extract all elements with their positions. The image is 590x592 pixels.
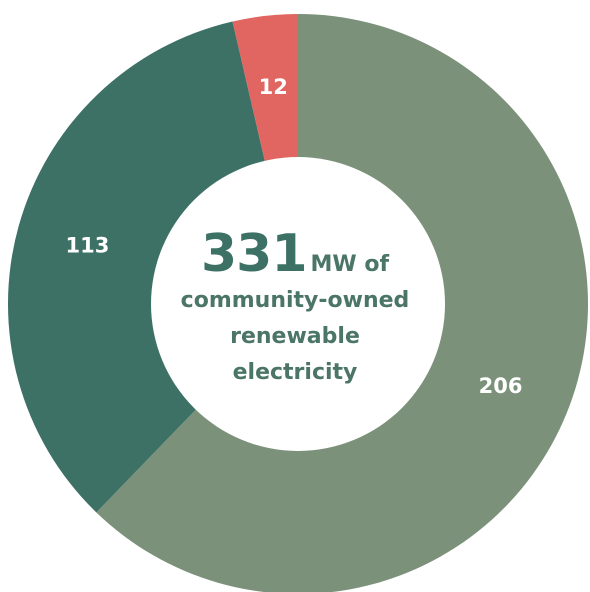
slice-label-2: 113: [65, 234, 109, 258]
slice-label-3: 12: [259, 75, 288, 99]
total-unit: MW of: [310, 252, 390, 277]
donut-hole: [151, 157, 445, 451]
slice-labels: 206 113 12: [65, 75, 522, 398]
caption-line-2: renewable: [230, 324, 360, 349]
caption-line-3: electricity: [232, 360, 358, 385]
slice-2: [7, 21, 298, 513]
slice-label-1: 206: [479, 374, 523, 398]
center-summary: 331 MW of community-owned renewable elect…: [150, 225, 440, 391]
total-value: 331: [200, 224, 308, 284]
caption-line-1: community-owned: [180, 288, 410, 313]
total-line: 331 MW of: [150, 225, 440, 283]
